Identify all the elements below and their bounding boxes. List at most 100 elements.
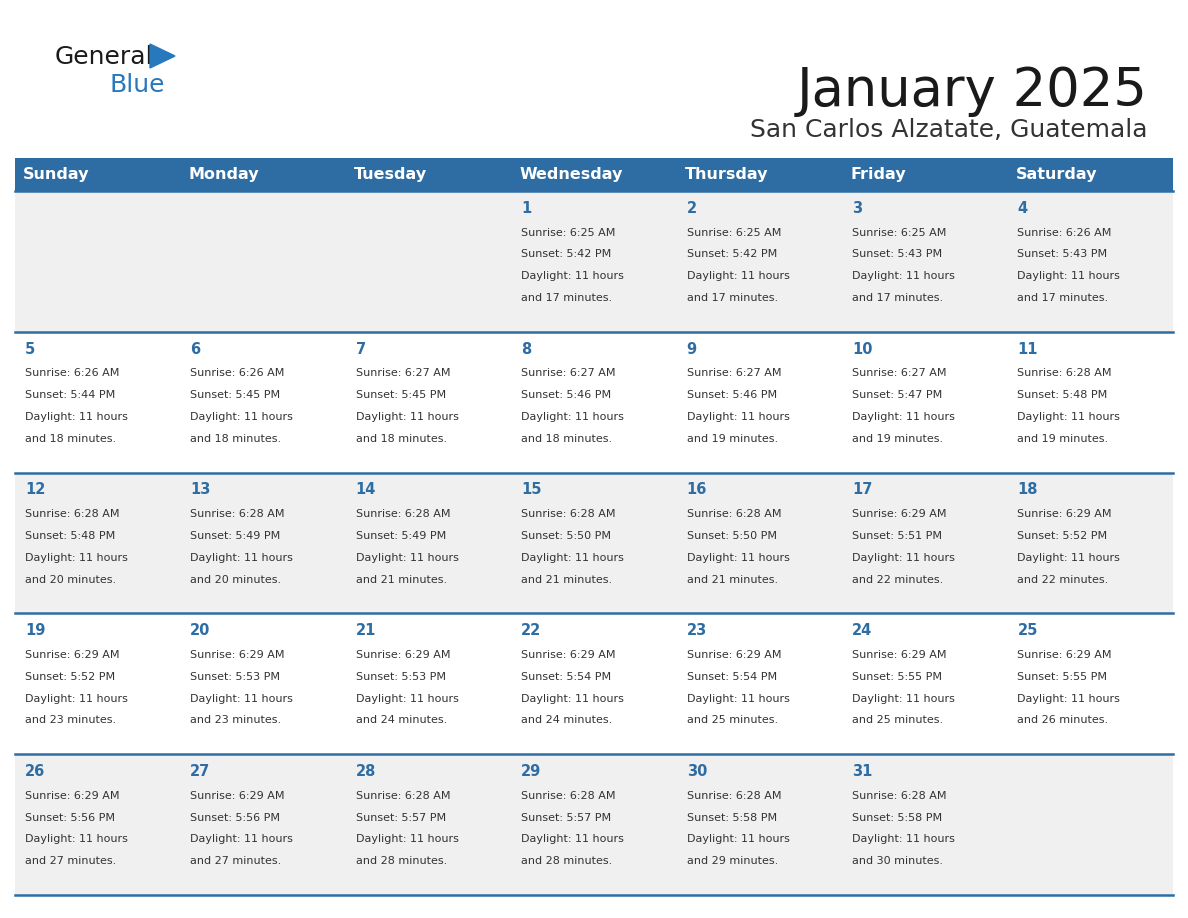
Text: Sunrise: 6:28 AM: Sunrise: 6:28 AM xyxy=(190,509,285,520)
Text: Daylight: 11 hours: Daylight: 11 hours xyxy=(852,271,955,281)
Text: Sunset: 5:45 PM: Sunset: 5:45 PM xyxy=(355,390,446,400)
FancyBboxPatch shape xyxy=(15,473,1173,613)
Text: 14: 14 xyxy=(355,483,377,498)
Text: 20: 20 xyxy=(190,623,210,638)
Text: and 17 minutes.: and 17 minutes. xyxy=(852,293,943,303)
Text: Thursday: Thursday xyxy=(685,167,769,182)
Text: and 28 minutes.: and 28 minutes. xyxy=(355,856,447,867)
Text: Sunrise: 6:26 AM: Sunrise: 6:26 AM xyxy=(190,368,285,378)
Text: Sunset: 5:49 PM: Sunset: 5:49 PM xyxy=(190,531,280,541)
Text: and 21 minutes.: and 21 minutes. xyxy=(687,575,778,585)
Text: 2: 2 xyxy=(687,201,697,216)
Text: Sunrise: 6:29 AM: Sunrise: 6:29 AM xyxy=(355,650,450,660)
Text: Sunrise: 6:28 AM: Sunrise: 6:28 AM xyxy=(522,790,615,800)
Text: Daylight: 11 hours: Daylight: 11 hours xyxy=(1017,412,1120,422)
FancyBboxPatch shape xyxy=(15,158,181,191)
Text: and 18 minutes.: and 18 minutes. xyxy=(355,434,447,444)
Text: Sunset: 5:43 PM: Sunset: 5:43 PM xyxy=(852,250,942,260)
Text: Daylight: 11 hours: Daylight: 11 hours xyxy=(687,694,790,704)
Text: Daylight: 11 hours: Daylight: 11 hours xyxy=(25,834,128,845)
Text: 10: 10 xyxy=(852,341,872,357)
Text: 5: 5 xyxy=(25,341,36,357)
Text: and 19 minutes.: and 19 minutes. xyxy=(852,434,943,444)
Text: 16: 16 xyxy=(687,483,707,498)
FancyBboxPatch shape xyxy=(511,158,677,191)
Text: Sunrise: 6:28 AM: Sunrise: 6:28 AM xyxy=(1017,368,1112,378)
Text: 22: 22 xyxy=(522,623,542,638)
Text: Daylight: 11 hours: Daylight: 11 hours xyxy=(190,412,293,422)
Text: Sunset: 5:54 PM: Sunset: 5:54 PM xyxy=(522,672,612,682)
Text: Sunset: 5:53 PM: Sunset: 5:53 PM xyxy=(190,672,280,682)
Text: and 30 minutes.: and 30 minutes. xyxy=(852,856,943,867)
Text: 9: 9 xyxy=(687,341,697,357)
Text: Daylight: 11 hours: Daylight: 11 hours xyxy=(190,694,293,704)
Text: Daylight: 11 hours: Daylight: 11 hours xyxy=(522,694,624,704)
Text: Sunrise: 6:29 AM: Sunrise: 6:29 AM xyxy=(852,650,947,660)
Text: and 18 minutes.: and 18 minutes. xyxy=(522,434,612,444)
Text: Sunset: 5:56 PM: Sunset: 5:56 PM xyxy=(25,812,115,823)
Text: Sunrise: 6:29 AM: Sunrise: 6:29 AM xyxy=(190,650,285,660)
Text: 21: 21 xyxy=(355,623,377,638)
Text: Sunrise: 6:28 AM: Sunrise: 6:28 AM xyxy=(355,790,450,800)
Text: Sunrise: 6:26 AM: Sunrise: 6:26 AM xyxy=(1017,228,1112,238)
Text: Daylight: 11 hours: Daylight: 11 hours xyxy=(687,412,790,422)
Text: San Carlos Alzatate, Guatemala: San Carlos Alzatate, Guatemala xyxy=(751,118,1148,142)
Text: Saturday: Saturday xyxy=(1016,167,1098,182)
Text: and 18 minutes.: and 18 minutes. xyxy=(25,434,116,444)
Text: Sunrise: 6:28 AM: Sunrise: 6:28 AM xyxy=(355,509,450,520)
Text: 30: 30 xyxy=(687,764,707,779)
Text: and 29 minutes.: and 29 minutes. xyxy=(687,856,778,867)
Text: Sunrise: 6:28 AM: Sunrise: 6:28 AM xyxy=(25,509,120,520)
Text: Daylight: 11 hours: Daylight: 11 hours xyxy=(522,271,624,281)
FancyBboxPatch shape xyxy=(1007,158,1173,191)
Text: Sunset: 5:51 PM: Sunset: 5:51 PM xyxy=(852,531,942,541)
Text: Sunset: 5:43 PM: Sunset: 5:43 PM xyxy=(1017,250,1107,260)
Text: Sunrise: 6:25 AM: Sunrise: 6:25 AM xyxy=(687,228,781,238)
Text: and 20 minutes.: and 20 minutes. xyxy=(25,575,116,585)
Text: Sunrise: 6:29 AM: Sunrise: 6:29 AM xyxy=(190,790,285,800)
Text: 24: 24 xyxy=(852,623,872,638)
Text: Sunset: 5:54 PM: Sunset: 5:54 PM xyxy=(687,672,777,682)
FancyBboxPatch shape xyxy=(346,158,511,191)
Text: Sunrise: 6:28 AM: Sunrise: 6:28 AM xyxy=(687,509,782,520)
Text: Daylight: 11 hours: Daylight: 11 hours xyxy=(355,553,459,563)
Text: 3: 3 xyxy=(852,201,862,216)
Text: Daylight: 11 hours: Daylight: 11 hours xyxy=(1017,271,1120,281)
Text: Sunrise: 6:29 AM: Sunrise: 6:29 AM xyxy=(25,790,120,800)
Text: Sunset: 5:46 PM: Sunset: 5:46 PM xyxy=(522,390,612,400)
Text: Sunset: 5:56 PM: Sunset: 5:56 PM xyxy=(190,812,280,823)
Text: Sunset: 5:58 PM: Sunset: 5:58 PM xyxy=(687,812,777,823)
Text: 4: 4 xyxy=(1017,201,1028,216)
Text: and 25 minutes.: and 25 minutes. xyxy=(687,715,778,725)
Text: Sunset: 5:55 PM: Sunset: 5:55 PM xyxy=(1017,672,1107,682)
FancyBboxPatch shape xyxy=(677,158,842,191)
Text: Daylight: 11 hours: Daylight: 11 hours xyxy=(522,412,624,422)
Text: Daylight: 11 hours: Daylight: 11 hours xyxy=(522,553,624,563)
Text: Daylight: 11 hours: Daylight: 11 hours xyxy=(1017,553,1120,563)
FancyBboxPatch shape xyxy=(15,191,1173,331)
Text: 28: 28 xyxy=(355,764,377,779)
Text: Daylight: 11 hours: Daylight: 11 hours xyxy=(190,553,293,563)
Text: 23: 23 xyxy=(687,623,707,638)
Text: Sunset: 5:52 PM: Sunset: 5:52 PM xyxy=(25,672,115,682)
FancyBboxPatch shape xyxy=(842,158,1007,191)
Text: and 22 minutes.: and 22 minutes. xyxy=(1017,575,1108,585)
Text: and 23 minutes.: and 23 minutes. xyxy=(25,715,116,725)
Text: 15: 15 xyxy=(522,483,542,498)
Text: Sunrise: 6:28 AM: Sunrise: 6:28 AM xyxy=(687,790,782,800)
Text: Daylight: 11 hours: Daylight: 11 hours xyxy=(25,694,128,704)
Text: 31: 31 xyxy=(852,764,872,779)
Text: Daylight: 11 hours: Daylight: 11 hours xyxy=(190,834,293,845)
Text: Sunrise: 6:29 AM: Sunrise: 6:29 AM xyxy=(852,509,947,520)
Text: Daylight: 11 hours: Daylight: 11 hours xyxy=(522,834,624,845)
Text: Sunrise: 6:25 AM: Sunrise: 6:25 AM xyxy=(522,228,615,238)
Text: Daylight: 11 hours: Daylight: 11 hours xyxy=(355,694,459,704)
Text: Sunset: 5:42 PM: Sunset: 5:42 PM xyxy=(522,250,612,260)
Text: Sunrise: 6:26 AM: Sunrise: 6:26 AM xyxy=(25,368,119,378)
Text: 29: 29 xyxy=(522,764,542,779)
Text: Monday: Monday xyxy=(189,167,259,182)
Text: and 27 minutes.: and 27 minutes. xyxy=(25,856,116,867)
Polygon shape xyxy=(150,44,175,68)
Text: 26: 26 xyxy=(25,764,45,779)
Text: Sunset: 5:58 PM: Sunset: 5:58 PM xyxy=(852,812,942,823)
